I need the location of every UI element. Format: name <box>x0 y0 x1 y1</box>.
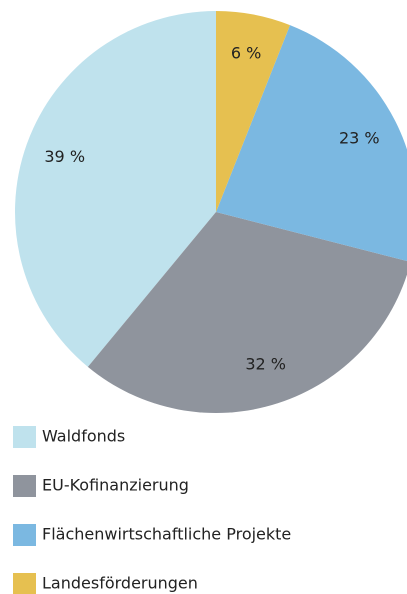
legend-swatch <box>13 426 36 448</box>
data-label: 32 % <box>245 354 286 373</box>
legend-label: EU-Kofinanzierung <box>42 476 189 495</box>
data-label: 39 % <box>44 147 85 166</box>
pie-slice <box>216 11 290 212</box>
pie-slice <box>216 25 407 262</box>
legend-swatch <box>13 475 36 497</box>
pie-slice <box>87 212 407 413</box>
pie-slice <box>14 11 217 367</box>
legend-label: Landesförderungen <box>42 574 198 593</box>
data-label: 23 % <box>339 128 380 147</box>
data-label: 6 % <box>231 44 261 63</box>
legend-label: Waldfonds <box>42 427 125 446</box>
legend-swatch <box>13 524 36 546</box>
legend-swatch <box>13 573 36 594</box>
legend-label: Flächenwirtschaftliche Projekte <box>42 525 291 544</box>
